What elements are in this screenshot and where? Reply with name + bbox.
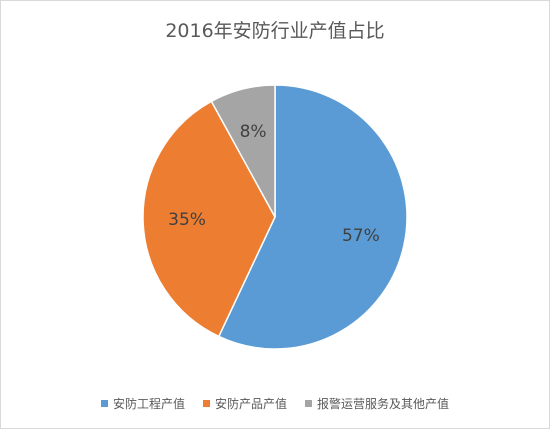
legend-swatch-products	[202, 400, 210, 407]
legend: 安防工程产值 安防产品产值 报警运营服务及其他产值	[0, 395, 550, 412]
pie-slices	[142, 84, 408, 350]
legend-item-engineering: 安防工程产值	[100, 395, 185, 412]
legend-swatch-services	[305, 400, 312, 407]
legend-item-products: 安防产品产值	[202, 395, 287, 412]
pie-label-services: 8%	[240, 122, 267, 142]
pie-label-engineering: 57%	[342, 226, 380, 246]
pie-label-products: 35%	[168, 210, 206, 230]
legend-label-engineering: 安防工程产值	[112, 397, 185, 411]
pie-slice-products	[142, 100, 276, 338]
legend-item-services: 报警运营服务及其他产值	[305, 395, 449, 412]
legend-swatch-engineering	[100, 400, 108, 407]
legend-label-services: 报警运营服务及其他产值	[317, 397, 450, 411]
chart-title: 2016年安防行业产值占比	[165, 20, 385, 42]
pie-labels: 57% 35% 8%	[168, 122, 380, 246]
legend-label-products: 安防产品产值	[214, 397, 287, 411]
pie-slice-services	[210, 84, 276, 218]
pie-slice-engineering	[217, 84, 408, 350]
